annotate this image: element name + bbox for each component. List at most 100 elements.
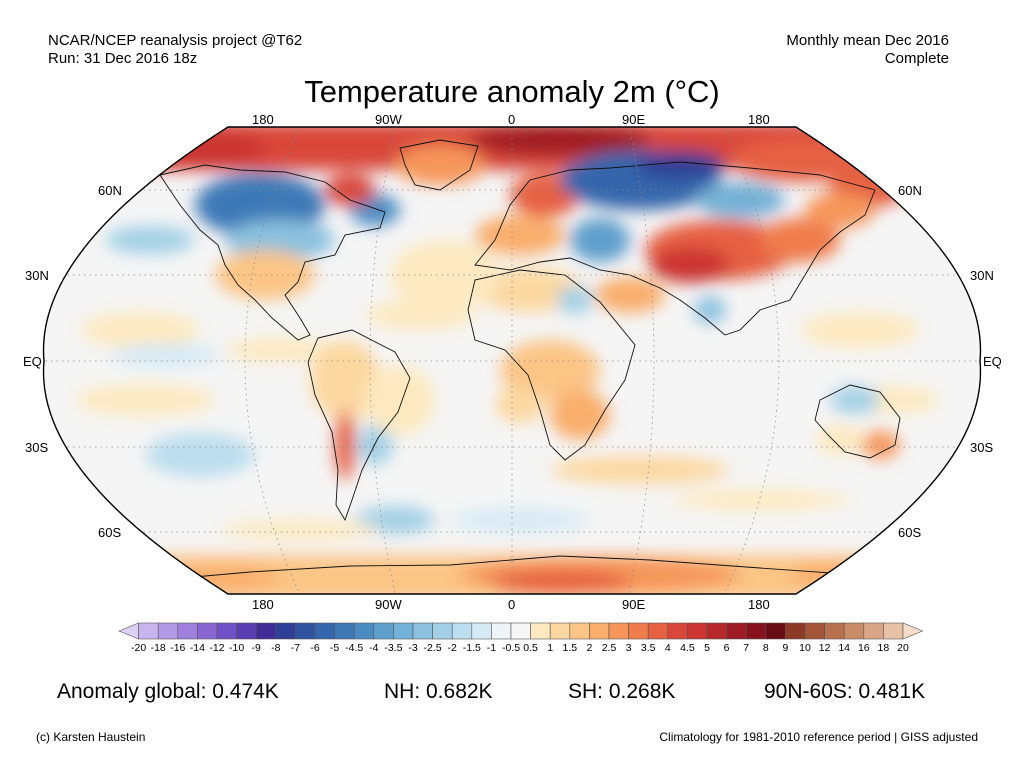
colorbar-tick-label: -16 [170,642,185,654]
colorbar-cell [628,622,649,640]
colorbar-cell [647,622,669,640]
lon-label-bottom-0: 0 [508,597,516,612]
colorbar-tick-label: -12 [209,642,224,654]
colorbar-tick-label: 3.5 [641,642,656,654]
colorbar-tick-label: -6 [310,642,319,654]
period-line-2: Complete [884,50,949,67]
colorbar-cell [667,622,688,640]
antarctica-outline [159,555,861,581]
greenland-outline [399,139,479,191]
lon-label-top-180w: 180 [252,112,274,127]
colorbar-cell [373,622,394,640]
colorbar-tick-label: 16 [858,642,870,654]
colorbar-tick-label: 1 [547,642,553,654]
lat-label-left-60n: 60N [98,183,122,198]
colorbar-tick-label: 2.5 [602,642,617,654]
colorbar-tick-label: 4.5 [680,642,695,654]
colorbar-cell [177,622,198,640]
colorbar-tick-label: -4.5 [345,642,363,654]
colorbar-cell [785,622,806,640]
colorbar-cell [510,622,531,640]
colorbar-cell [569,622,590,640]
stat-global: Anomaly global: 0.474K [57,680,279,703]
colorbar-tick-label: 10 [799,642,811,654]
north-america-outline [159,164,386,341]
colorbar-cell [138,622,159,640]
colorbar-cell [804,622,825,640]
australia-outline [814,384,901,459]
colorbar-tick-label: -2.5 [424,642,442,654]
colorbar-tick-label: 0.5 [523,642,538,654]
colorbar-cell [216,622,237,640]
colorbar-cell [608,622,629,640]
colorbar-tick-label: -1 [487,642,496,654]
colorbar-cell [236,622,257,640]
colorbar-tick-label: -20 [131,642,146,654]
colorbar-tick-label: -3.5 [384,642,402,654]
colorbar-cell [765,622,786,640]
south-america-outline [307,329,411,522]
colorbar-cell [824,622,845,640]
map-title: Temperature anomaly 2m (°C) [304,74,720,109]
colorbar-cell [393,622,414,640]
lon-label-bottom-90w: 90W [375,597,402,612]
colorbar-cell [706,622,727,640]
colorbar-tick-label: 12 [819,642,831,654]
lat-label-right-eq: EQ [983,354,1002,369]
colorbar-tick-label: -18 [151,642,166,654]
colorbar-tick-label: 20 [897,642,909,654]
colorbar-cell [863,622,884,640]
colorbar-cell [334,622,355,640]
colorbar-cell [491,622,512,640]
colorbar-tick-label: 3 [626,642,632,654]
colorbar-cell [843,622,865,640]
lat-label-left-60s: 60S [98,525,122,540]
colorbar-tick-label: -7 [291,642,300,654]
colorbar-cell [471,622,492,640]
lon-label-bottom-180e: 180 [748,597,770,612]
colorbar-tick-label: 4 [665,642,671,654]
colorbar-tick-label: 1.5 [562,642,577,654]
colorbar-tick-label: 2 [586,642,592,654]
colorbar-tick-label: 18 [878,642,890,654]
colorbar-tick-label: 7 [743,642,749,654]
world-map [42,126,982,595]
colorbar-tick-label: -0.5 [502,642,520,654]
lon-label-top-90e: 90E [622,112,646,127]
stat-sh: SH: 0.268K [568,680,676,703]
colorbar-cell [451,622,473,640]
lon-label-top-0: 0 [508,112,516,127]
colorbar-cell [353,622,375,640]
colorbar-cell [275,622,296,640]
lon-label-bottom-180w: 180 [252,597,274,612]
colorbar-tick-label: -3 [408,642,417,654]
colorbar-tick-label: -1.5 [463,642,481,654]
source-line-2: Run: 31 Dec 2016 18z [48,50,198,67]
colorbar-tick-label: -5 [330,642,339,654]
colorbar-cell [589,622,610,640]
colorbar-cell [314,622,335,640]
lat-label-left-30s: 30S [25,440,49,455]
colorbar-tick-label: -4 [369,642,378,654]
colorbar-tick-label: 8 [763,642,769,654]
colorbar-tick-label: 5 [704,642,710,654]
colorbar-cell [197,622,218,640]
lon-label-top-90w: 90W [375,112,402,127]
colorbar-cell [412,622,433,640]
colorbar-cell-low-arrow [118,622,139,640]
colorbar: -20 -18 -16 -14 -12 -10 -9 -8 -7 -6 -5 -4.5 -4 -3.5 -3… [118,622,924,654]
colorbar-cell [255,622,277,640]
lon-label-top-180e: 180 [748,112,770,127]
colorbar-cell [745,622,767,640]
colorbar-tick-label: 14 [838,642,850,654]
lon-label-bottom-90e: 90E [622,597,646,612]
stat-90n-60s: 90N-60S: 0.481K [764,680,926,703]
colorbar-tick-label: -14 [190,642,205,654]
colorbar-cell [687,622,708,640]
colorbar-cell [157,622,179,640]
lat-label-right-30n: 30N [970,268,994,283]
lat-label-left-eq: EQ [23,354,42,369]
colorbar-cell [883,622,904,640]
coastlines [159,139,901,581]
colorbar-tick-label: -2 [448,642,457,654]
